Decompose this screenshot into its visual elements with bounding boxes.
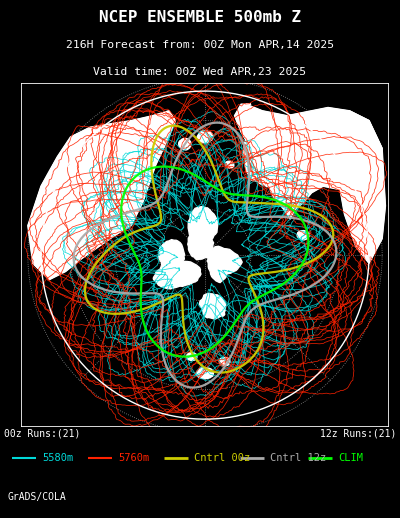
Text: Cntrl 00z: Cntrl 00z [194,453,250,463]
Polygon shape [200,293,226,319]
Polygon shape [196,368,214,379]
Text: Valid time: 00Z Wed APR,23 2025: Valid time: 00Z Wed APR,23 2025 [94,67,306,77]
Polygon shape [188,225,214,260]
Text: 12z Runs:(21): 12z Runs:(21) [320,429,396,439]
Text: 5760m: 5760m [118,453,149,463]
Text: 216H Forecast from: 00Z Mon APR,14 2025: 216H Forecast from: 00Z Mon APR,14 2025 [66,40,334,50]
Text: 5580m: 5580m [42,453,73,463]
Polygon shape [297,231,309,240]
Polygon shape [207,246,242,274]
Polygon shape [186,352,197,361]
Polygon shape [219,357,230,366]
Text: GrADS/COLA: GrADS/COLA [8,492,67,501]
Polygon shape [208,250,228,283]
Polygon shape [243,123,294,186]
Polygon shape [28,111,176,280]
Polygon shape [225,161,234,168]
Polygon shape [159,240,185,268]
Polygon shape [179,138,191,150]
Polygon shape [340,111,386,263]
Polygon shape [234,104,382,219]
Text: CLIM: CLIM [338,453,363,463]
Text: Cntrl 12z: Cntrl 12z [270,453,326,463]
Text: 00z Runs:(21): 00z Runs:(21) [4,429,80,439]
Text: NCEP ENSEMBLE 500mb Z: NCEP ENSEMBLE 500mb Z [99,10,301,25]
Polygon shape [197,131,213,143]
Polygon shape [188,207,218,244]
Polygon shape [155,260,201,286]
Polygon shape [153,269,188,289]
